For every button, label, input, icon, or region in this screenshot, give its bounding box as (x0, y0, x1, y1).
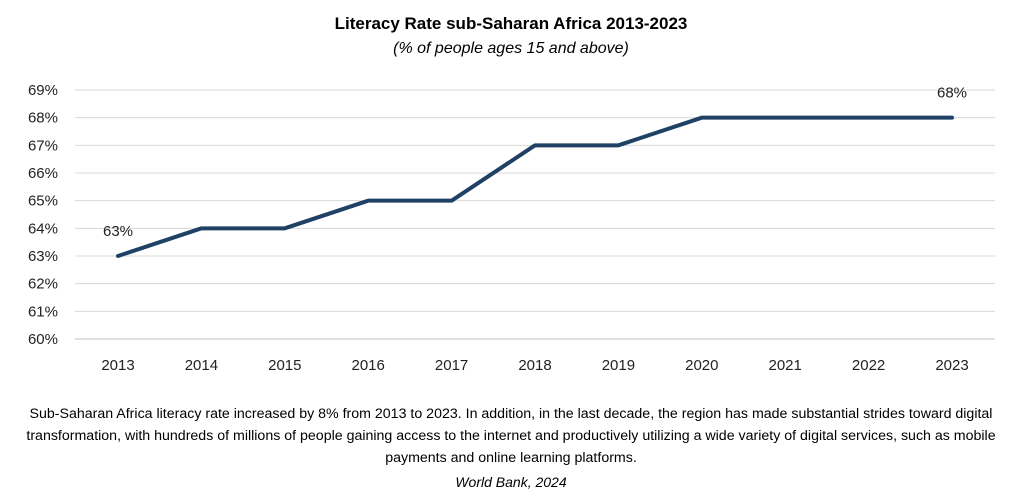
y-tick-label: 62% (28, 276, 58, 293)
y-tick-label: 68% (28, 110, 58, 127)
source-note: World Bank, 2024 (455, 474, 567, 490)
gridlines (75, 89, 995, 340)
x-tick-label: 2018 (518, 357, 551, 374)
chart-subtitle: (% of people ages 15 and above) (393, 40, 629, 57)
x-axis-ticks: 2013 2014 2015 2016 2017 2018 2019 2020 2021 2022… (101, 357, 968, 374)
series-line (116, 115, 954, 258)
data-labels: 63% 68% (103, 85, 967, 240)
y-tick-label: 61% (28, 303, 58, 320)
y-tick-label: 64% (28, 220, 58, 237)
x-tick-label: 2013 (101, 357, 134, 374)
chart-caption: Sub-Saharan Africa literacy rate increas… (26, 406, 996, 466)
line-chart: 60%61%62%63%64%65%66%67%68%69% 2013 2014 2… (28, 82, 995, 374)
y-axis-ticks: 60% 61% 62% 63% 64% 65% 66% 67% 68% 69% (28, 82, 58, 348)
x-tick-label: 2014 (185, 357, 218, 374)
x-tick-label: 2017 (435, 357, 468, 374)
x-tick-label: 2019 (602, 357, 635, 374)
x-tick-label: 2021 (769, 357, 802, 374)
y-tick-label: 69% (28, 82, 58, 99)
y-tick-label: 65% (28, 193, 58, 210)
data-label: 68% (937, 85, 967, 102)
y-tick-label: 63% (28, 248, 58, 265)
x-tick-label: 2023 (935, 357, 968, 374)
x-tick-label: 2015 (268, 357, 301, 374)
y-tick-label: 67% (28, 137, 58, 154)
chart-title: Literacy Rate sub-Saharan Africa 2013-20… (334, 14, 688, 33)
data-label: 63% (103, 223, 133, 240)
y-tick-label: 60% (28, 331, 58, 348)
x-tick-label: 2022 (852, 357, 885, 374)
y-tick-label: 66% (28, 165, 58, 182)
x-tick-label: 2020 (685, 357, 718, 374)
series-group (116, 115, 954, 258)
x-tick-label: 2016 (352, 357, 385, 374)
